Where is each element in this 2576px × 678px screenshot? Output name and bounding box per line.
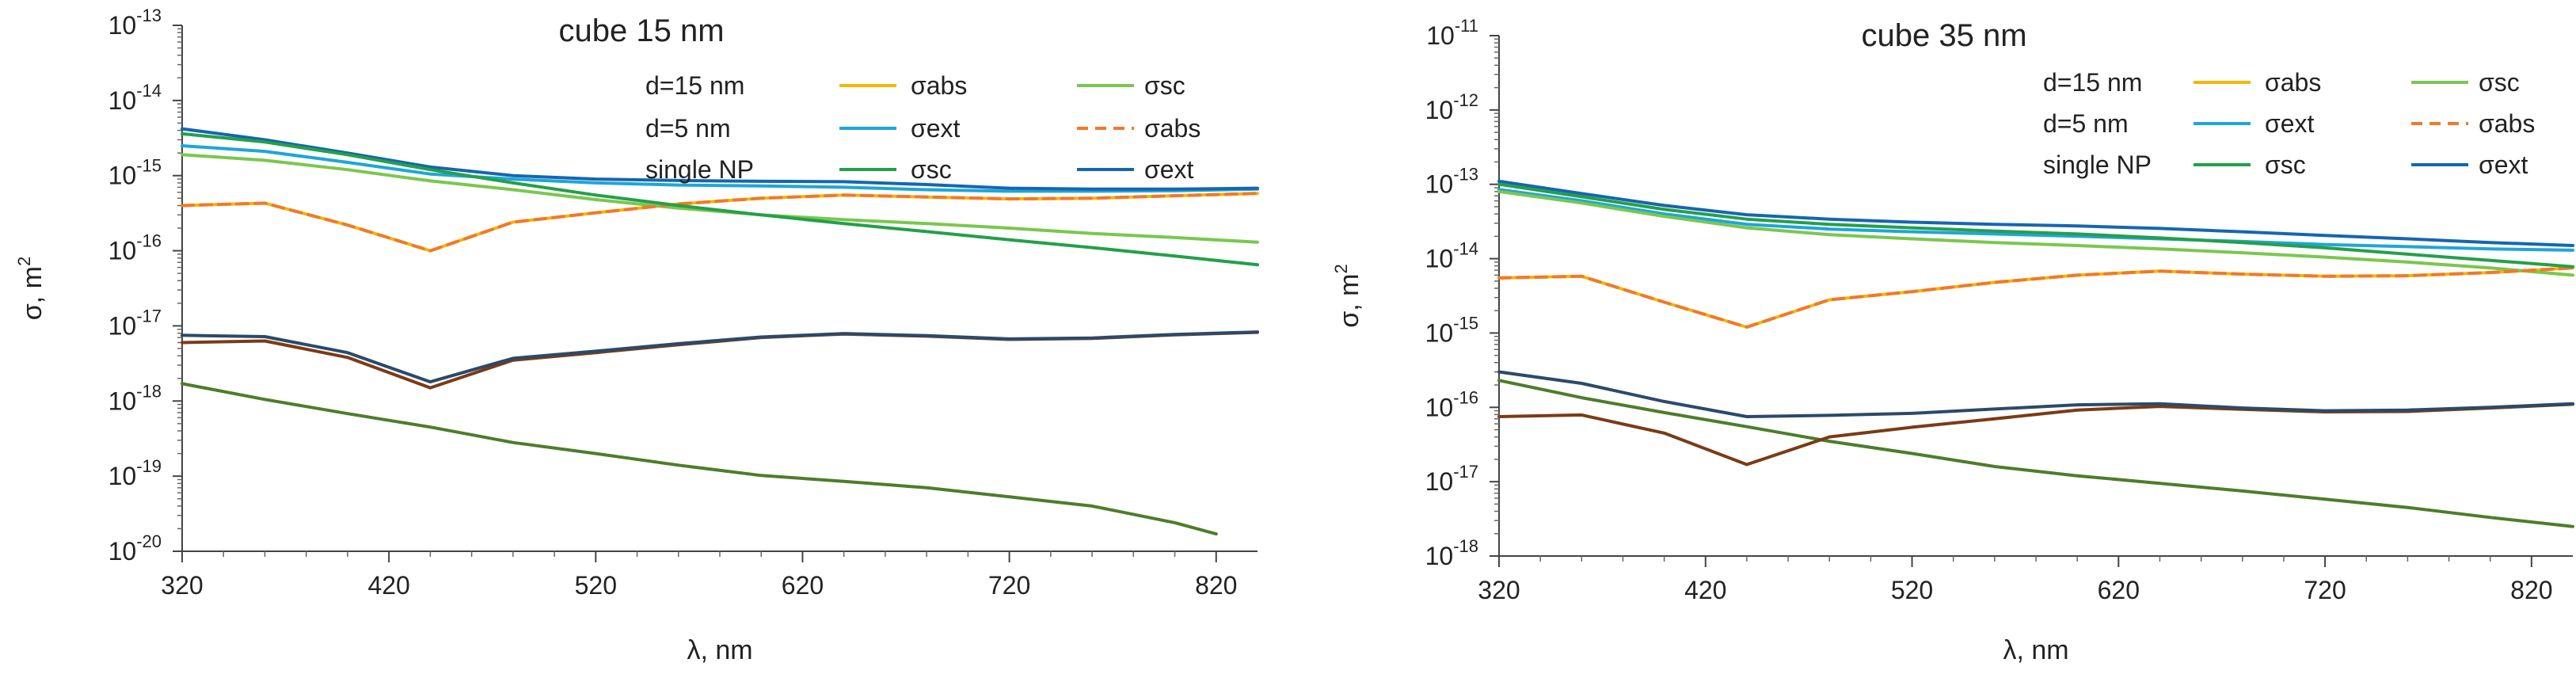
series-line-single-np-8 [1497, 370, 2574, 418]
legend-entry-label: σsc [2479, 68, 2520, 97]
x-tick-label: 520 [575, 571, 617, 600]
y-tick-label: 10-13 [1425, 165, 1478, 199]
x-tick-label: 620 [782, 571, 824, 600]
legend-entry-label: σsc [2265, 150, 2306, 179]
legend: d=15 nm d=5 nm single NP σabs σsc σext σabs σsc… [2043, 68, 2535, 179]
y-tick-label: 10-14 [108, 81, 162, 115]
chart-panel-2: 10-18 10-17 10-16 10-15 10-14 10-13 10-12 10-11… [1331, 16, 2574, 665]
legend-entry-label: σext [2265, 109, 2315, 138]
y-tick-label: 10-12 [1425, 90, 1478, 124]
y-tick-label: 10-14 [1425, 239, 1478, 273]
series-line-d-5-nm-3 [1497, 266, 2574, 329]
x-axis-label: λ, nm [2003, 635, 2068, 665]
y-tick-label: 10-13 [108, 6, 162, 40]
legend-group-label: single NP [2043, 150, 2152, 179]
chart-title: cube 15 nm [558, 13, 724, 48]
legend-entry-label: σext [1144, 155, 1194, 184]
legend-group-label: d=5 nm [645, 114, 731, 143]
x-tick-label: 420 [367, 571, 409, 600]
legend: d=15 nm d=5 nm single NP σabs σsc σext σabs σsc… [645, 71, 1200, 184]
series-line-d-5-nm-4 [1497, 179, 2574, 247]
series-line-d-15-nm-2 [1497, 189, 2574, 277]
legend-group-label: d=15 nm [2043, 68, 2142, 97]
legend-group-label: single NP [645, 155, 754, 184]
legend-entry-label: σsc [1144, 71, 1185, 100]
x-tick-label: 520 [1891, 576, 1933, 604]
series-line-d-5-nm-3 [181, 192, 1259, 253]
legend-entry-label: σsc [911, 155, 952, 184]
legend-entry-label: σabs [2479, 109, 2535, 138]
x-tick-label: 820 [2510, 576, 2552, 604]
y-tick-label: 10-15 [108, 156, 162, 190]
y-tick-label: 10-18 [1425, 536, 1478, 570]
legend-entry-label: σabs [1144, 114, 1200, 143]
series-line-d-15-nm-0 [1497, 266, 2574, 329]
series-line-d-15-nm-1 [181, 144, 1259, 193]
series-line-d-5-nm-5 [181, 131, 1259, 267]
x-tick-label: 320 [1478, 576, 1520, 604]
y-tick-label: 10-18 [108, 381, 162, 415]
legend-entry-label: σext [911, 114, 961, 143]
x-tick-label: 320 [161, 571, 203, 600]
series-line-single-np-6 [1497, 379, 2574, 528]
y-tick-label: 10-17 [1425, 462, 1478, 496]
legend-entry-label: σabs [2265, 68, 2321, 97]
series-line-d-5-nm-4 [181, 127, 1259, 191]
x-tick-label: 620 [2098, 576, 2140, 604]
series-line-single-np-6 [181, 382, 1218, 536]
y-axis-label: σ, m2 [14, 257, 48, 320]
series-line-d-5-nm-5 [1497, 182, 2574, 269]
x-tick-label: 420 [1684, 576, 1726, 604]
y-tick-label: 10-11 [1426, 16, 1478, 50]
x-tick-label: 720 [2304, 576, 2346, 604]
legend-entry-label: σext [2479, 150, 2528, 179]
legend-group-label: d=5 nm [2043, 109, 2129, 138]
y-tick-label: 10-16 [108, 231, 162, 265]
y-tick-label: 10-16 [1425, 387, 1478, 421]
y-tick-label: 10-15 [1425, 313, 1478, 347]
y-tick-label: 10-19 [108, 456, 162, 490]
series-line-single-np-8 [181, 330, 1259, 384]
chart-title: cube 35 nm [1861, 18, 2026, 53]
y-axis-label: σ, m2 [1331, 264, 1364, 327]
legend-group-label: d=15 nm [645, 71, 744, 100]
y-tick-label: 10-17 [108, 306, 162, 340]
x-axis-label: λ, nm [687, 635, 752, 665]
chart-panel-1: 10-20 10-19 10-18 10-17 10-16 10-15 10-14 10-13… [14, 6, 1259, 665]
legend-entry-label: σabs [911, 71, 967, 100]
x-tick-label: 820 [1195, 571, 1237, 600]
x-tick-label: 720 [988, 571, 1030, 600]
series-line-d-15-nm-1 [1497, 188, 2574, 252]
y-tick-label: 10-20 [108, 531, 162, 566]
